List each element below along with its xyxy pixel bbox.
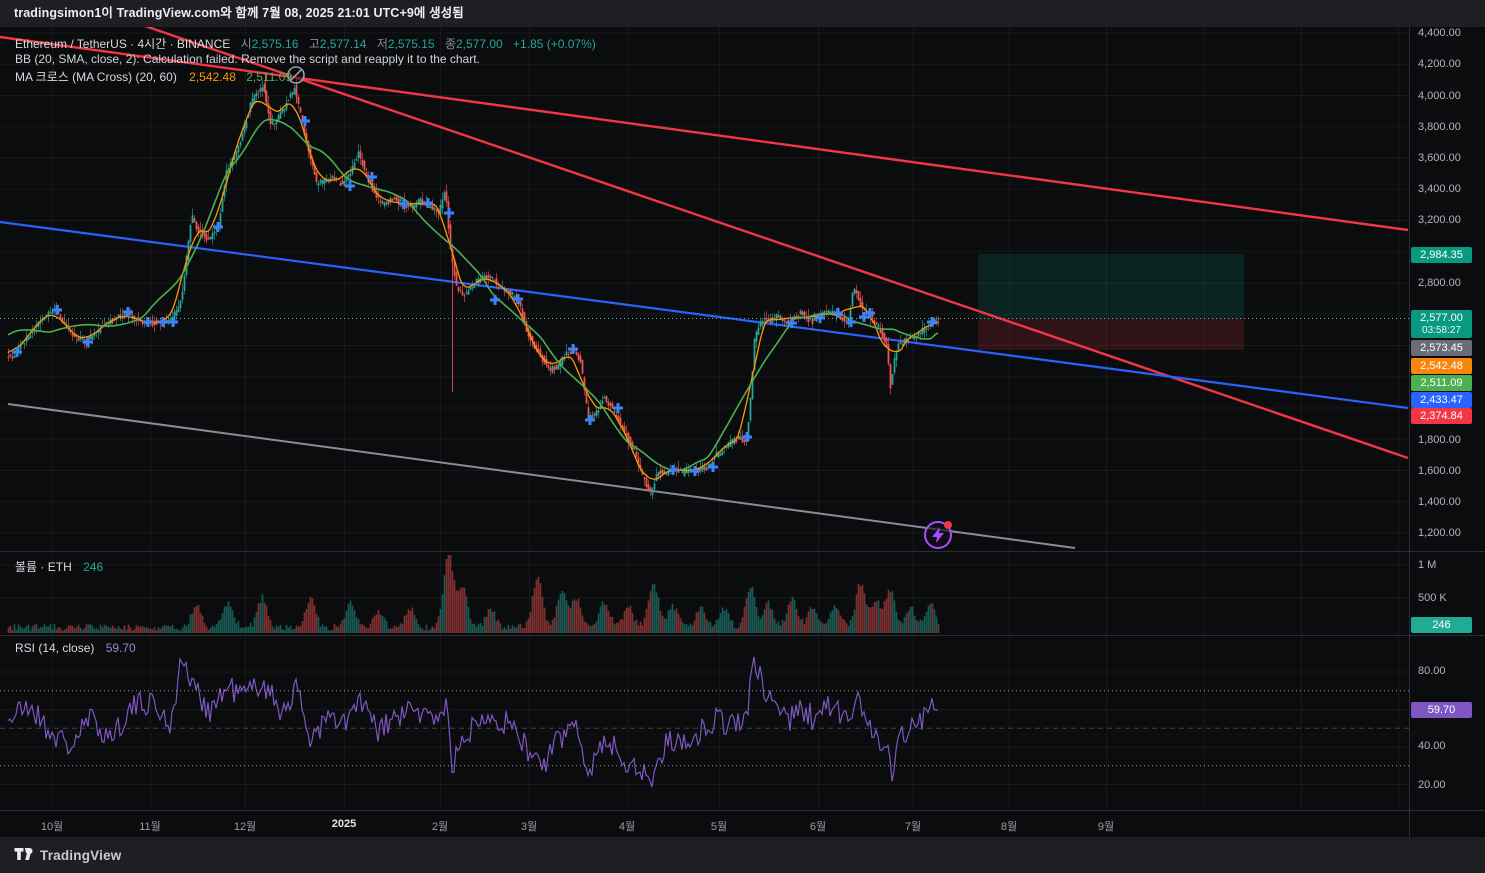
candle-wicks-down (8, 79, 939, 497)
long-position-profit-box (978, 254, 1244, 318)
trendline-descending-red-upper (0, 35, 1409, 232)
tradingview-logo-icon[interactable] (14, 847, 33, 863)
ma-slow-line (7, 118, 939, 472)
attribution-text: tradingsimon1이 TradingView.com와 함께 7월 08… (14, 6, 464, 20)
volume-bars-down (7, 555, 940, 633)
tradingview-brand-text[interactable]: TradingView (40, 847, 122, 863)
long-position-loss-box (978, 318, 1244, 350)
no-data-icon (287, 66, 305, 84)
trendline-descending-blue (0, 220, 1409, 410)
candle-bodies-up (13, 87, 938, 496)
attribution-bar: tradingsimon1이 TradingView.com와 함께 7월 08… (0, 0, 1485, 27)
trendline-descending-gray (7, 403, 1076, 549)
rsi-line (7, 656, 939, 788)
alert-lightning-icon[interactable] (924, 521, 952, 549)
footer-bar: TradingView (0, 837, 1485, 873)
trendline-descending-red-steep (144, 27, 1409, 460)
candle-wicks-up (14, 80, 937, 500)
volume-bars-up (13, 575, 938, 633)
gridlines (0, 27, 1409, 810)
